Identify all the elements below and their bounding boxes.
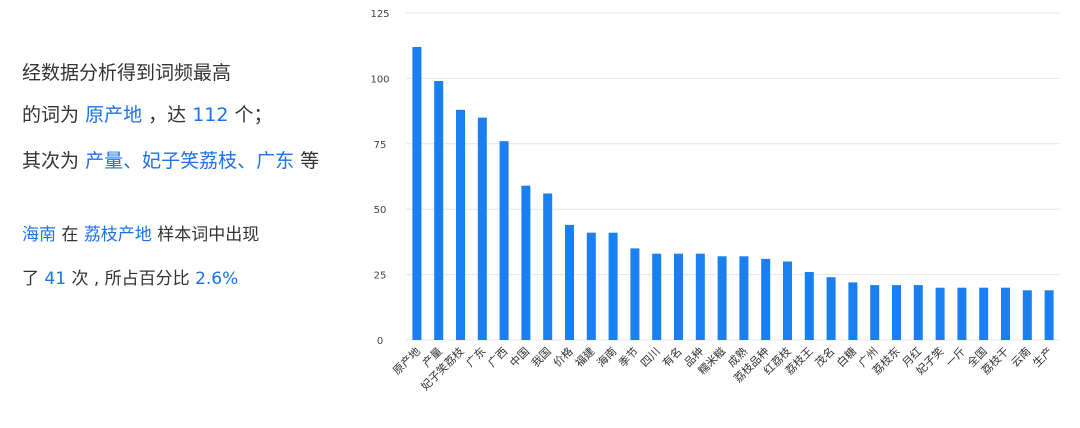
x-category-label: 广东	[464, 345, 489, 370]
bar[interactable]	[674, 253, 683, 340]
y-tick-label: 100	[370, 74, 389, 85]
next-words: 产量、妃子笑荔枝、广东	[85, 150, 295, 172]
bar[interactable]	[739, 256, 749, 340]
bar[interactable]	[892, 285, 901, 340]
bar[interactable]	[565, 224, 574, 340]
bar[interactable]	[1001, 287, 1010, 340]
bar[interactable]	[499, 141, 509, 340]
bar[interactable]	[913, 285, 923, 340]
x-category-label: 季节	[616, 345, 641, 370]
bar[interactable]	[957, 287, 967, 340]
x-category-label: 生产	[1030, 344, 1055, 369]
summary-line-2: 的词为 原产地 ，达 112 个；	[22, 102, 273, 128]
selected-category: 荔枝产地	[83, 225, 152, 245]
bar[interactable]	[543, 193, 553, 341]
y-tick-label: 75	[374, 140, 387, 151]
bar[interactable]	[521, 185, 531, 340]
summary-intro: 经数据分析得到词频最高	[22, 62, 232, 84]
selected-percent: 2.6%	[195, 269, 239, 289]
bar[interactable]	[935, 287, 945, 340]
bar[interactable]	[870, 285, 880, 340]
x-axis-labels: 原产地产量妃子笑荔枝广东广西中国我国价格福建海南季节四川有名品种糯米糍成熟荔枝品…	[390, 344, 1055, 393]
gridlines	[406, 12, 1060, 341]
x-category-label: 广西	[485, 345, 510, 370]
bar[interactable]	[979, 287, 989, 340]
y-axis-ticks: 0 25 50 75 100 125	[370, 9, 389, 347]
summary-line-5: 了 41 次 , 所占百分比 2.6%	[22, 266, 238, 292]
bar[interactable]	[826, 277, 836, 340]
x-category-label: 四川	[638, 345, 663, 370]
summary-next-suffix: 等	[300, 150, 320, 172]
summary-line-3: 其次为 产量、妃子笑荔枝、广东 等	[22, 148, 319, 174]
bar[interactable]	[783, 261, 792, 341]
x-category-label: 云南	[1009, 345, 1034, 370]
y-tick-label: 50	[374, 205, 387, 216]
summary-top-suffix: 个；	[234, 104, 273, 126]
x-category-label: 价格	[550, 344, 575, 369]
top-count: 112	[192, 104, 229, 126]
top-word: 原产地	[85, 104, 143, 126]
selected-word: 海南	[22, 225, 56, 245]
y-tick-label: 25	[374, 271, 387, 282]
bar[interactable]	[412, 47, 422, 340]
x-category-label: 茂名	[812, 344, 837, 369]
summary-top-prefix: 的词为	[22, 104, 80, 126]
summary-next-prefix: 其次为	[22, 150, 80, 172]
bar[interactable]	[586, 232, 596, 340]
bars	[412, 47, 1054, 341]
x-category-label: 有名	[659, 344, 684, 369]
bar[interactable]	[695, 253, 705, 340]
bar[interactable]	[456, 109, 465, 340]
x-category-label: 一斤	[943, 345, 968, 370]
bar[interactable]	[848, 282, 858, 340]
summary-selected-suffix: 样本词中出现	[157, 225, 260, 245]
x-category-label: 海南	[594, 344, 619, 369]
summary-count-prefix: 了	[22, 269, 39, 289]
x-category-label: 白糖	[834, 344, 859, 369]
x-category-label: 福建	[572, 344, 597, 369]
bar[interactable]	[434, 81, 444, 340]
x-category-label: 我国	[529, 345, 554, 370]
x-category-label: 中国	[507, 345, 532, 370]
y-tick-label: 125	[370, 9, 389, 20]
summary-line-1: 经数据分析得到词频最高	[22, 60, 231, 86]
summary-selected-mid: 在	[61, 225, 79, 245]
bar[interactable]	[1044, 290, 1054, 340]
summary-top-mid: ，达	[148, 104, 187, 126]
bar[interactable]	[717, 256, 727, 340]
bar[interactable]	[477, 117, 487, 340]
summary-line-4: 海南 在 荔枝产地 样本词中出现	[22, 222, 259, 248]
x-category-label: 原产地	[390, 344, 423, 377]
y-tick-label: 0	[377, 336, 383, 347]
bar[interactable]	[608, 232, 618, 340]
bar[interactable]	[630, 248, 640, 340]
summary-count-mid: 次 , 所占百分比	[71, 269, 190, 289]
selected-count: 41	[44, 269, 67, 289]
bar[interactable]	[652, 253, 662, 340]
bar[interactable]	[804, 272, 814, 340]
bar[interactable]	[761, 258, 771, 340]
word-frequency-bar-chart: 0 25 50 75 100 125 原产地产量妃子笑荔枝广东广西中国我国价格福建海南季节…	[370, 9, 1060, 393]
bar[interactable]	[1022, 290, 1032, 340]
